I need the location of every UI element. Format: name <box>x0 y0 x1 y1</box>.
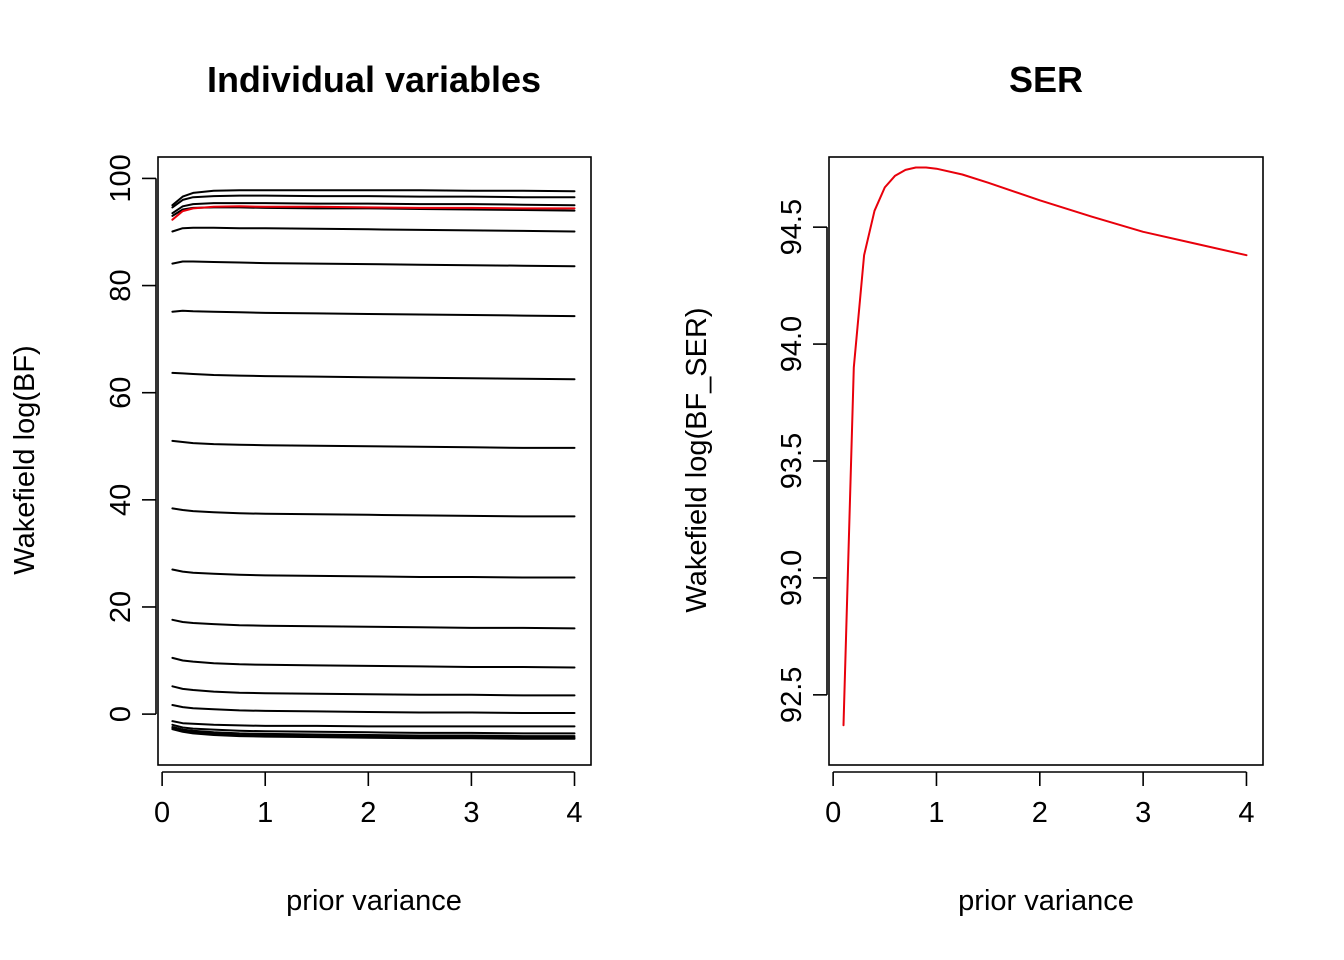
series-line <box>171 226 576 233</box>
series-line <box>171 309 576 318</box>
x-tick-label: 1 <box>928 797 944 829</box>
series-line <box>171 189 576 207</box>
y-tick-label: 94.5 <box>776 199 808 255</box>
series-line <box>171 656 576 669</box>
plot-frame <box>157 156 592 766</box>
series-line <box>171 507 576 518</box>
series-line <box>171 728 576 740</box>
x-tick-label: 1 <box>257 797 273 829</box>
y-tick-label: 40 <box>105 484 137 516</box>
x-tick-label: 3 <box>1135 797 1151 829</box>
x-tick-label: 2 <box>1032 797 1048 829</box>
x-tick-label: 0 <box>154 797 170 829</box>
series-line-ser <box>842 166 1248 727</box>
x-tick-label: 0 <box>825 797 841 829</box>
chart-title: SER <box>1009 59 1083 100</box>
series-line <box>171 723 576 735</box>
plot-area: 0 1 2 3 4 92.5 93.0 93.5 94.0 94.5 <box>776 156 1264 829</box>
x-tick-label: 3 <box>463 797 479 829</box>
y-tick-label: 80 <box>105 269 137 301</box>
chart-title: Individual variables <box>207 59 541 100</box>
panel-ser: SER prior variance Wakefield log(BF_SER)… <box>681 59 1264 917</box>
panel-individual-variables: Individual variables prior variance Wake… <box>9 59 592 917</box>
y-tick-label: 93.5 <box>776 433 808 489</box>
series-line <box>171 371 576 381</box>
series-line <box>171 260 576 268</box>
series-line <box>171 727 576 739</box>
y-tick-label: 93.0 <box>776 550 808 606</box>
y-tick-label: 0 <box>105 706 137 722</box>
x-axis-label: prior variance <box>958 885 1134 917</box>
x-tick-label: 2 <box>360 797 376 829</box>
x-tick-label: 4 <box>1238 797 1254 829</box>
x-axis-label: prior variance <box>286 885 462 917</box>
series-line <box>171 568 576 579</box>
y-tick-label: 92.5 <box>776 667 808 723</box>
y-tick-label: 100 <box>105 154 137 202</box>
y-axis-label: Wakefield log(BF_SER) <box>681 307 713 612</box>
series-line <box>171 726 576 738</box>
y-tick-label: 94.0 <box>776 316 808 372</box>
series-line <box>171 618 576 630</box>
series-line <box>171 720 576 728</box>
series-line <box>171 685 576 697</box>
plot-frame <box>828 156 1264 766</box>
y-tick-label: 20 <box>105 591 137 623</box>
x-tick-label: 4 <box>566 797 582 829</box>
y-tick-label: 60 <box>105 377 137 409</box>
series-line <box>171 704 576 714</box>
y-axis-label: Wakefield log(BF) <box>9 345 41 574</box>
series-line <box>171 202 576 215</box>
series-line <box>171 439 576 449</box>
series-line <box>171 194 576 209</box>
series-line-highlighted <box>171 205 576 221</box>
